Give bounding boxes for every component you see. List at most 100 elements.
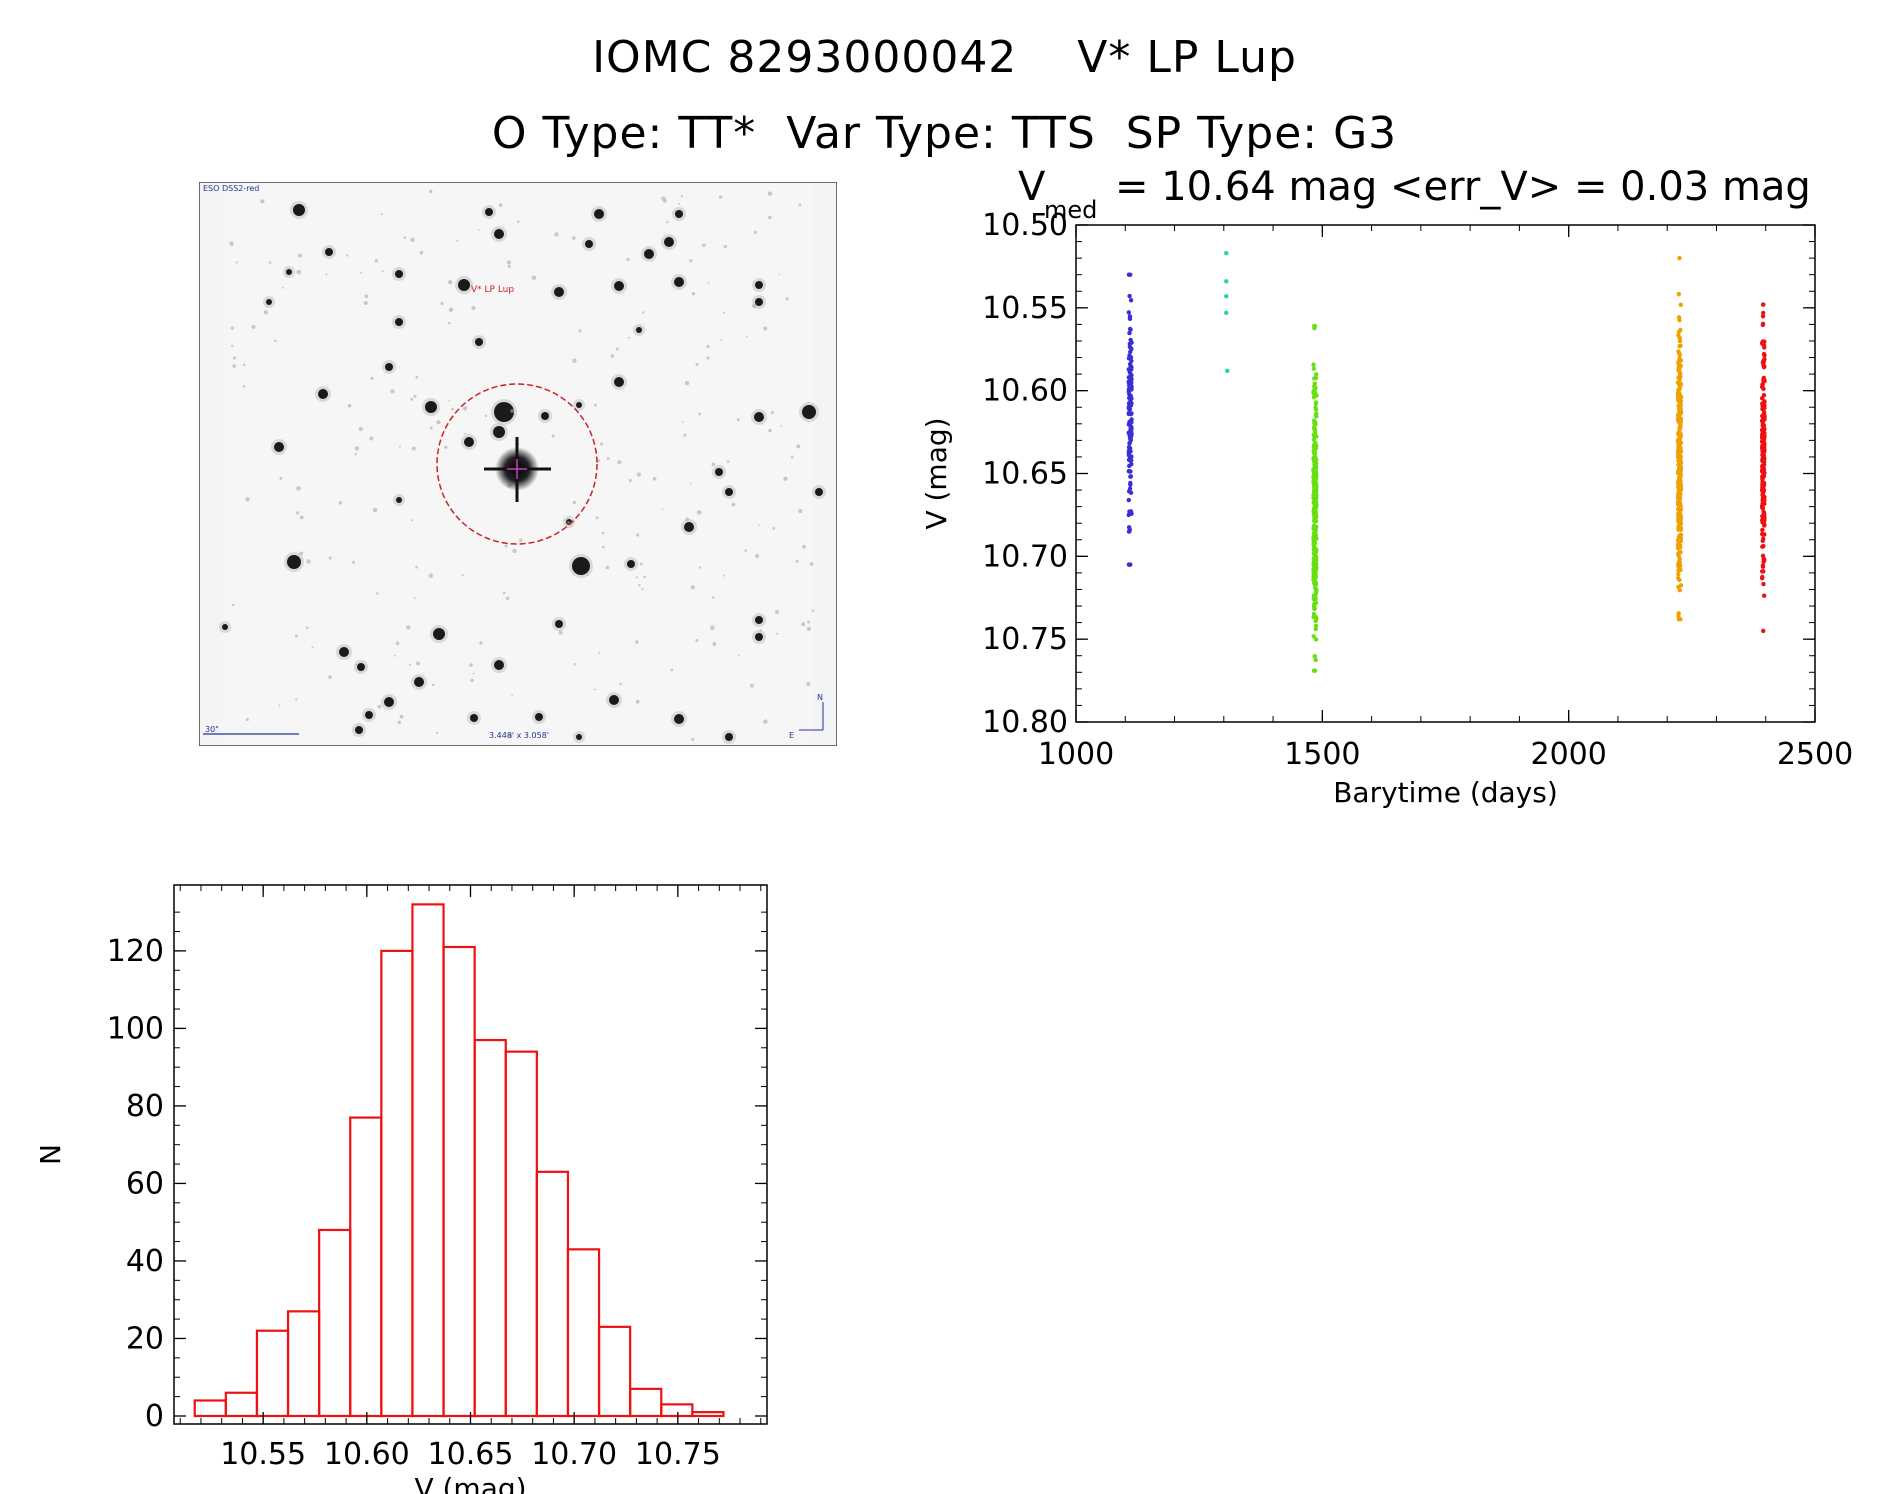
histogram-bar [504,1050,538,1418]
data-point [1676,349,1681,354]
faint-star [359,271,362,274]
data-point [1760,474,1765,479]
star [725,488,733,496]
star [286,269,292,275]
data-point [1677,478,1682,484]
star [395,318,403,326]
data-point [1675,545,1681,551]
faint-star [410,237,415,243]
title-sub-med: med [1044,196,1097,224]
data-point [1760,322,1766,328]
faint-star [689,482,692,485]
faint-star [695,362,699,367]
faint-star [449,309,452,312]
data-point [1677,387,1682,392]
data-point [1311,611,1317,617]
data-point [1126,489,1132,494]
faint-star [638,584,641,587]
faint-star [380,213,383,216]
axis-ticks: 10.55 10.60 10.65 10.70 10.75 0 20 40 60 80 100 120 [107,885,767,1472]
star [494,402,514,422]
data-point [1127,383,1132,389]
star [274,442,284,452]
faint-star [780,425,783,427]
faint-star [698,412,702,416]
faint-star [691,737,695,741]
faint-star [599,442,604,446]
data-point [1760,436,1765,441]
faint-star [772,526,776,530]
y-tick-label: 10.50 [982,208,1068,243]
faint-star [456,239,459,242]
series-season4 [1675,255,1684,622]
data-point [1311,525,1317,530]
faint-star [606,457,610,461]
star [266,299,272,305]
light-curve-title: V med = 10.64 mag <err_V> = 0.03 mag [1018,170,1811,224]
faint-star [245,497,250,502]
faint-star [558,630,563,635]
faint-star [372,507,378,513]
data-point [1313,372,1319,377]
data-point [1313,445,1319,451]
star [541,412,549,420]
faint-star [626,257,630,262]
faint-star [763,719,768,724]
y-tick-label: 40 [126,1244,164,1279]
faint-star [229,241,234,246]
histogram-bar [442,945,476,1418]
data-point [1311,366,1317,371]
compass-e-label: E [789,731,794,740]
faint-star [798,508,803,514]
faint-star [447,322,451,325]
data-point [1126,512,1131,518]
faint-star [698,566,701,569]
compass-n-label: N [817,693,823,702]
target-star [484,437,551,502]
data-point [1311,495,1316,500]
data-point [1759,488,1765,493]
faint-star [722,311,726,314]
faint-star [551,434,555,438]
histogram-bar [224,1391,259,1418]
data-point [1761,386,1766,392]
faint-star [802,544,806,549]
faint-star [690,585,695,590]
faint-star [712,641,717,646]
data-point [1311,577,1317,582]
faint-star [444,445,448,449]
data-point [1314,587,1319,592]
star [755,633,763,641]
x-axis-label: Barytime (days) [1333,776,1558,809]
faint-star [242,384,246,388]
x-tick-label: 10.60 [324,1437,410,1472]
faint-star [328,675,332,680]
faint-star [807,620,811,624]
data-point [1128,449,1133,454]
data-point [1761,310,1766,316]
data-point [1677,560,1682,565]
faint-star [390,389,395,394]
data-point [1761,457,1767,462]
x-tick-label: 10.65 [428,1437,514,1472]
faint-star [295,698,298,701]
fov-label: 3.448' x 3.058' [489,731,549,740]
star [494,660,504,670]
faint-star [595,516,599,520]
faint-star [464,432,466,435]
faint-star [419,250,424,255]
y-axis-label: N [40,1144,67,1165]
faint-star [702,243,706,248]
series-season1 [1126,272,1134,567]
faint-star [586,574,589,576]
data-point [1677,425,1682,431]
faint-star [744,549,748,552]
faint-star [436,420,441,425]
faint-star [706,344,710,349]
data-point [1312,533,1318,539]
data-point [1677,460,1682,466]
data-point [1312,653,1317,659]
faint-star [736,418,740,422]
data-point [1759,503,1765,509]
data-point [1311,593,1317,598]
